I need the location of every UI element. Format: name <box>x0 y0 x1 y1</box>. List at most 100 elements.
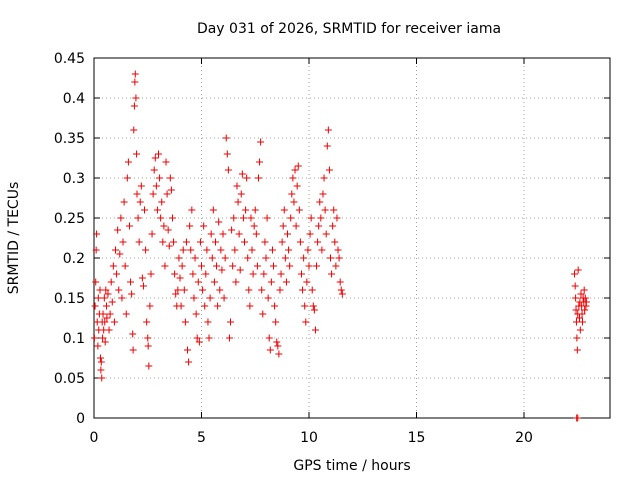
data-point-marker <box>290 198 298 206</box>
data-point-marker <box>156 174 164 182</box>
data-point-marker <box>200 222 208 230</box>
y-tick-label: 0.45 <box>54 51 85 67</box>
data-point-marker <box>333 214 341 222</box>
data-point-marker <box>116 250 124 258</box>
data-point-marker <box>100 294 108 302</box>
data-point-marker <box>231 246 239 254</box>
data-point-marker <box>244 254 252 262</box>
data-point-marker <box>322 230 330 238</box>
data-point-marker <box>252 230 260 238</box>
data-point-marker <box>125 222 133 230</box>
data-point-marker <box>284 230 291 238</box>
data-point-marker <box>308 286 316 294</box>
data-point-marker <box>286 262 294 270</box>
data-point-marker <box>205 334 213 342</box>
y-axis-label: SRMTID / TECUs <box>6 182 22 295</box>
data-point-marker <box>572 306 580 314</box>
data-point-marker <box>131 78 139 86</box>
data-point-marker <box>337 286 345 294</box>
data-point-marker <box>129 330 137 338</box>
data-point-marker <box>220 294 228 302</box>
data-point-marker <box>208 254 216 262</box>
x-tick-label: 15 <box>408 430 426 446</box>
data-point-marker <box>310 306 318 314</box>
data-point-marker <box>191 254 199 262</box>
data-point-marker <box>160 222 168 230</box>
data-point-marker <box>578 318 586 326</box>
data-point-marker <box>199 286 207 294</box>
data-point-marker <box>296 238 304 246</box>
data-point-marker <box>276 286 284 294</box>
data-point-marker <box>238 170 246 178</box>
data-point-marker <box>196 238 204 246</box>
data-point-marker <box>336 278 344 286</box>
data-point-marker <box>189 270 197 278</box>
data-point-marker <box>195 338 203 346</box>
data-point-marker <box>198 262 205 270</box>
data-point-marker <box>206 294 214 302</box>
data-point-marker <box>259 310 267 318</box>
data-point-marker <box>300 254 308 262</box>
data-point-marker <box>315 222 323 230</box>
x-tick-label: 0 <box>90 430 99 446</box>
data-point-marker <box>325 166 333 174</box>
data-point-marker <box>115 286 123 294</box>
data-point-marker <box>105 326 113 334</box>
data-point-marker <box>272 318 280 326</box>
data-point-marker <box>182 238 190 246</box>
data-point-marker <box>138 274 146 282</box>
x-axis-label: GPS time / hours <box>293 458 410 474</box>
data-point-marker <box>299 286 307 294</box>
data-point-marker <box>108 298 116 306</box>
data-point-marker <box>203 246 211 254</box>
data-point-marker <box>250 222 258 230</box>
data-point-marker <box>170 238 178 246</box>
data-point-marker <box>338 290 346 298</box>
data-point-marker <box>101 318 109 326</box>
data-point-marker <box>94 294 102 302</box>
data-point-marker <box>192 310 200 318</box>
data-point-marker <box>256 158 264 166</box>
data-point-marker <box>246 302 254 310</box>
data-point-marker <box>193 334 201 342</box>
data-point-marker <box>131 70 139 78</box>
data-point-marker <box>166 174 174 182</box>
data-point-marker <box>146 302 154 310</box>
data-point-marker <box>294 162 302 170</box>
data-point-marker <box>304 246 312 254</box>
data-point-marker <box>319 190 327 198</box>
data-point-marker <box>309 302 317 310</box>
data-point-marker <box>222 134 230 142</box>
data-point-marker <box>99 334 107 342</box>
data-point-marker <box>270 262 278 270</box>
data-point-marker <box>133 150 141 158</box>
data-point-marker <box>314 238 322 246</box>
data-point-marker <box>239 214 247 222</box>
data-point-marker <box>159 238 167 246</box>
data-point-marker <box>219 230 227 238</box>
data-point-marker <box>151 154 159 162</box>
data-point-marker <box>275 350 283 358</box>
data-point-marker <box>117 214 125 222</box>
data-point-marker <box>224 166 232 174</box>
data-point-marker <box>106 310 114 318</box>
data-point-marker <box>302 318 310 326</box>
data-point-marker <box>141 206 149 214</box>
data-point-marker <box>103 314 111 322</box>
data-point-marker <box>92 278 100 286</box>
data-point-marker <box>235 230 243 238</box>
data-point-marker <box>582 298 590 306</box>
x-tick-label: 10 <box>300 430 318 446</box>
data-point-marker <box>317 214 325 222</box>
data-point-marker <box>305 262 313 270</box>
data-point-marker <box>145 362 153 370</box>
data-point-marker <box>167 186 175 194</box>
data-point-marker <box>187 246 195 254</box>
data-point-marker <box>123 174 131 182</box>
y-tick-label: 0.15 <box>54 291 85 307</box>
data-point-marker <box>313 262 321 270</box>
data-point-marker <box>172 290 180 298</box>
data-point-marker <box>97 366 105 374</box>
data-point-marker <box>335 254 343 262</box>
chart-title: Day 031 of 2026, SRMTID for receiver iam… <box>197 21 501 37</box>
